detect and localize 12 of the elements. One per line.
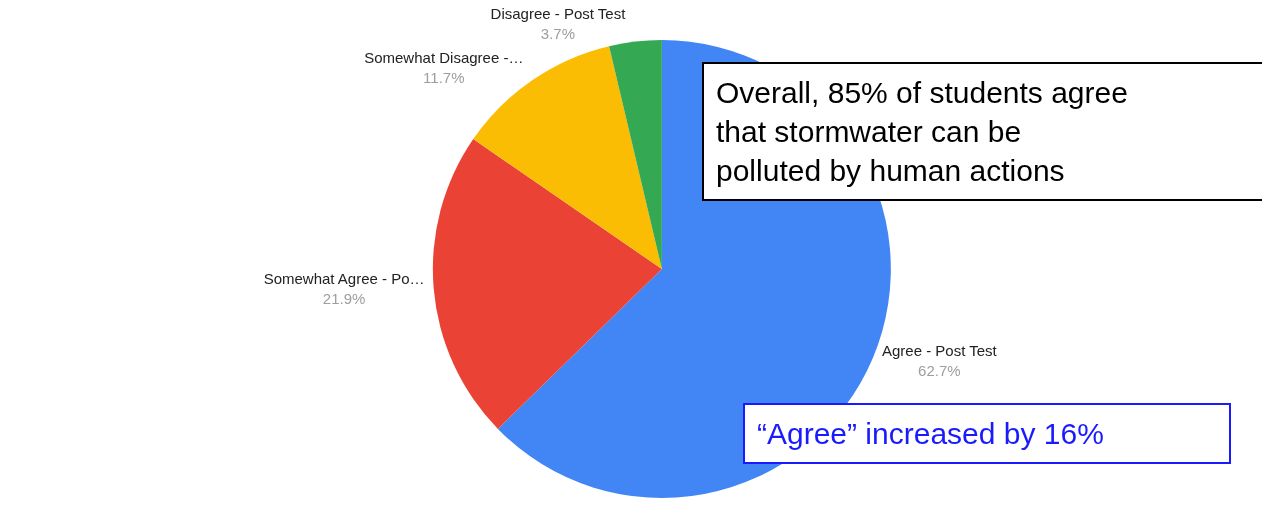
slice-label: Agree - Post Test: [881, 342, 998, 360]
pie-slice: [432, 139, 662, 429]
text: “Agree” increased by 16%: [757, 417, 1104, 450]
data-label: 3.7%: [540, 24, 576, 42]
slice-label: Somewhat Agree - Po…: [263, 270, 425, 288]
slice-label: Disagree - Post Test: [490, 5, 627, 23]
data-label: 21.9%: [322, 289, 366, 307]
slice-label: Somewhat Disagree -…: [364, 49, 524, 67]
data-label: 11.7%: [423, 68, 465, 86]
data-label: 62.7%: [918, 361, 961, 379]
pie-slice: [609, 40, 662, 269]
text: Overall, 85% of students agree that stormwater can be polluted by human actions: [716, 76, 1128, 187]
